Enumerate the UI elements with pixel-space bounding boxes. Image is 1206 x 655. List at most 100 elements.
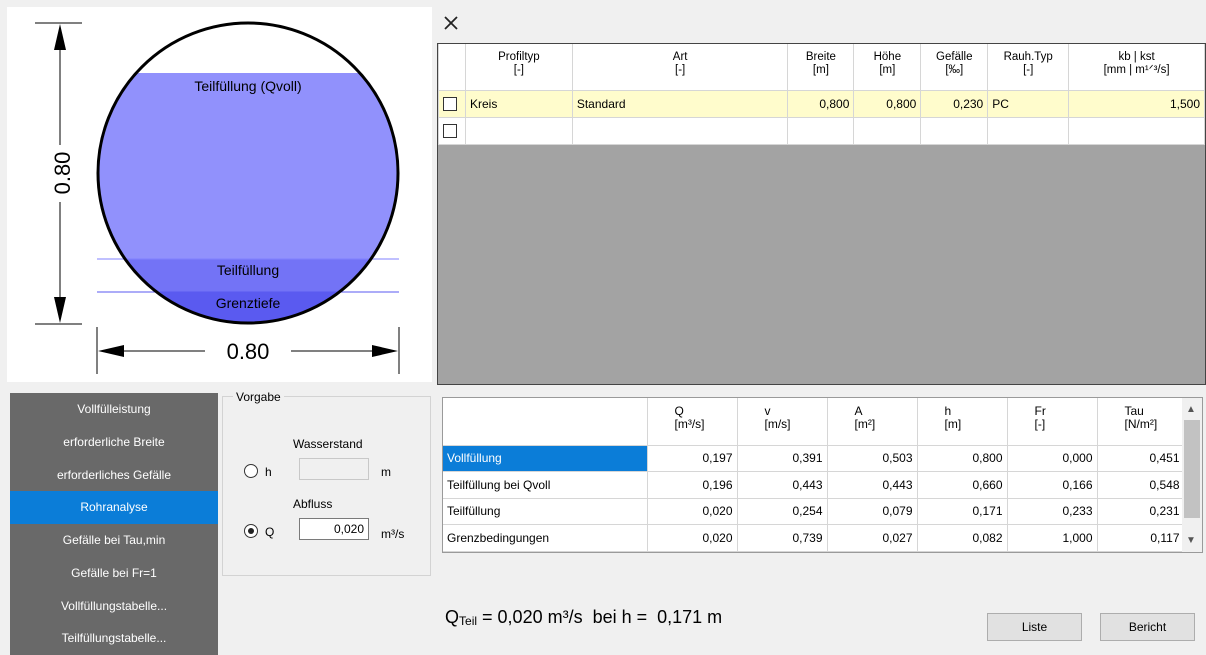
result-header-v[interactable]: v [m/s]: [736, 398, 828, 446]
row-checkbox-cell[interactable]: [438, 89, 466, 118]
profile-row[interactable]: Kreis Standard 0,800 0,800 0,230 PC 1,50…: [438, 89, 1205, 118]
summary-q-symbol: Q: [445, 607, 460, 627]
header-label: Rauh.Typ: [1003, 51, 1053, 63]
result-cell-tau[interactable]: 0,451: [1096, 444, 1185, 472]
row-checkbox-cell[interactable]: [438, 116, 466, 145]
result-row-teilfuellung-qvoll[interactable]: Teilfüllung bei Qvoll 0,196 0,443 0,443 …: [443, 471, 1185, 499]
header-label: h: [944, 404, 952, 418]
result-cell-fr[interactable]: 0,000: [1006, 444, 1098, 472]
result-cell-q[interactable]: 0,197: [646, 444, 738, 472]
profile-header-kb-kst[interactable]: kb | kst [mm | m¹ᐟ³/s]: [1068, 44, 1205, 91]
result-cell-q[interactable]: 0,020: [646, 524, 738, 552]
profile-grid[interactable]: Profiltyp [-] Art [-] Breite [m] Höhe [m] Ge…: [437, 43, 1206, 385]
cell-kb-kst[interactable]: 1,500: [1068, 89, 1205, 118]
profile-header-hoehe[interactable]: Höhe [m]: [853, 44, 922, 91]
result-scrollbar[interactable]: ▲ ▼: [1182, 398, 1202, 552]
cell-art[interactable]: [571, 116, 789, 145]
result-row-name[interactable]: Teilfüllung: [443, 497, 648, 525]
result-row-vollfuellung[interactable]: Vollfüllung 0,197 0,391 0,503 0,800 0,00…: [443, 444, 1185, 472]
result-cell-v[interactable]: 0,254: [736, 497, 828, 525]
result-header-a[interactable]: A [m²]: [826, 398, 918, 446]
result-cell-tau[interactable]: 0,231: [1096, 497, 1185, 525]
result-cell-h[interactable]: 0,660: [916, 471, 1008, 499]
cell-hoehe[interactable]: 0,800: [853, 89, 922, 118]
cell-rauh-typ[interactable]: PC: [987, 89, 1070, 118]
result-cell-h[interactable]: 0,082: [916, 524, 1008, 552]
result-header-tau[interactable]: Tau [N/m²]: [1096, 398, 1185, 446]
result-cell-v[interactable]: 0,443: [736, 471, 828, 499]
cell-profiltyp[interactable]: [464, 116, 573, 145]
header-label: Fr: [1034, 404, 1046, 418]
cell-hoehe[interactable]: [853, 116, 922, 145]
result-cell-tau[interactable]: 0,117: [1096, 524, 1185, 552]
profile-row-new[interactable]: [438, 116, 1205, 145]
cell-art[interactable]: Standard: [571, 89, 789, 118]
header-unit: [m/s]: [764, 417, 791, 431]
profile-header-check: [438, 44, 466, 91]
result-cell-v[interactable]: 0,739: [736, 524, 828, 552]
nav-gefaelle-tau-min[interactable]: Gefälle bei Tau,min: [62, 533, 166, 547]
close-icon: [444, 16, 458, 30]
width-label: 0.80: [227, 339, 270, 364]
close-button[interactable]: [440, 12, 464, 36]
result-row-name[interactable]: Grenzbedingungen: [443, 524, 648, 552]
result-row-name[interactable]: Teilfüllung bei Qvoll: [443, 471, 648, 499]
radio-h[interactable]: [244, 464, 258, 478]
result-cell-fr[interactable]: 0,166: [1006, 471, 1098, 499]
result-header-q[interactable]: Q [m³/s]: [646, 398, 738, 446]
result-cell-a[interactable]: 0,443: [826, 471, 918, 499]
profile-header-gefaelle[interactable]: Gefälle [‰]: [920, 44, 989, 91]
result-cell-fr[interactable]: 0,233: [1006, 497, 1098, 525]
cell-kb-kst[interactable]: [1068, 116, 1205, 145]
chevron-up-icon[interactable]: ▲: [1186, 404, 1196, 415]
nav-vollfuelleistung[interactable]: Vollfülleistung: [77, 402, 151, 416]
result-cell-tau[interactable]: 0,548: [1096, 471, 1185, 499]
nav-erforderliche-breite[interactable]: erforderliche Breite: [63, 434, 165, 449]
wasserstand-input[interactable]: [299, 458, 369, 480]
result-cell-v[interactable]: 0,391: [736, 444, 828, 472]
cell-profiltyp[interactable]: Kreis: [464, 89, 573, 118]
vorgabe-group: Vorgabe Wasserstand h m Abfluss Q m³/s: [222, 390, 431, 576]
result-row-name[interactable]: Vollfüllung: [443, 444, 648, 472]
result-cell-h[interactable]: 0,800: [916, 444, 1008, 472]
abfluss-input[interactable]: [299, 518, 369, 540]
chevron-down-icon[interactable]: ▼: [1186, 535, 1196, 546]
cell-rauh-typ[interactable]: [987, 116, 1070, 145]
result-row-teilfuellung[interactable]: Teilfüllung 0,020 0,254 0,079 0,171 0,23…: [443, 497, 1185, 525]
result-row-grenzbedingungen[interactable]: Grenzbedingungen 0,020 0,739 0,027 0,082…: [443, 524, 1185, 552]
row-checkbox[interactable]: [443, 96, 457, 111]
result-cell-a[interactable]: 0,503: [826, 444, 918, 472]
cell-gefaelle[interactable]: 0,230: [920, 89, 989, 118]
cell-breite[interactable]: 0,800: [787, 89, 855, 118]
height-label: 0.80: [50, 152, 75, 195]
result-grid[interactable]: Q [m³/s] v [m/s] A [m²] h [m] Fr [-] Tau [N/m²…: [442, 397, 1203, 553]
result-header-h[interactable]: h [m]: [916, 398, 1008, 446]
nav-teilfuellungstabelle[interactable]: Teilfüllungstabelle...: [61, 631, 167, 646]
profile-header-art[interactable]: Art [-]: [571, 44, 789, 91]
profile-header-rauh-typ[interactable]: Rauh.Typ [-]: [987, 44, 1070, 91]
profile-header-row: Profiltyp [-] Art [-] Breite [m] Höhe [m] Ge…: [438, 44, 1205, 91]
radio-q[interactable]: [244, 524, 258, 538]
h-unit: m: [381, 465, 391, 479]
result-cell-fr[interactable]: 1,000: [1006, 524, 1098, 552]
nav-vollfuellungstabelle[interactable]: Vollfüllungstabelle...: [60, 598, 168, 613]
scrollbar-thumb[interactable]: [1184, 420, 1200, 518]
result-cell-a[interactable]: 0,027: [826, 524, 918, 552]
result-cell-q[interactable]: 0,020: [646, 497, 738, 525]
summary-q-sub: Teil: [459, 614, 478, 628]
nav-gefaelle-fr1[interactable]: Gefälle bei Fr=1: [71, 565, 157, 580]
result-cell-h[interactable]: 0,171: [916, 497, 1008, 525]
row-checkbox[interactable]: [443, 123, 457, 138]
result-cell-a[interactable]: 0,079: [826, 497, 918, 525]
bericht-button[interactable]: Bericht: [1100, 613, 1195, 641]
cell-breite[interactable]: [787, 116, 855, 145]
nav-rohranalyse[interactable]: Rohranalyse: [10, 491, 218, 524]
liste-button[interactable]: Liste: [987, 613, 1082, 641]
profile-header-profiltyp[interactable]: Profiltyp [-]: [464, 44, 573, 91]
result-cell-q[interactable]: 0,196: [646, 471, 738, 499]
cell-gefaelle[interactable]: [920, 116, 989, 145]
nav-erforderliches-gefaelle[interactable]: erforderliches Gefälle: [56, 467, 172, 482]
header-label: Q: [674, 404, 684, 418]
result-header-fr[interactable]: Fr [-]: [1006, 398, 1098, 446]
profile-header-breite[interactable]: Breite [m]: [787, 44, 855, 91]
